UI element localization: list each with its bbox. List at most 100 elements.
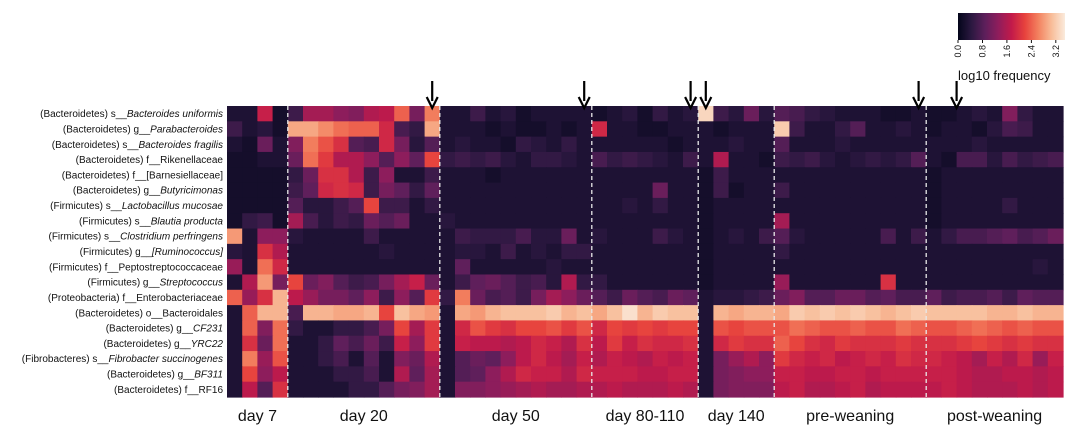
heatmap-cell bbox=[865, 167, 882, 184]
heatmap-cell bbox=[257, 366, 274, 383]
heatmap-cell bbox=[1002, 335, 1018, 352]
heatmap-cell bbox=[956, 381, 973, 398]
heatmap-cell bbox=[911, 259, 927, 276]
heatmap-cell bbox=[1017, 213, 1034, 230]
heatmap-cell bbox=[774, 182, 790, 199]
heatmap-cell bbox=[1047, 228, 1064, 245]
heatmap-cell bbox=[348, 320, 365, 337]
heatmap-cell bbox=[987, 136, 1003, 153]
heatmap-cell bbox=[485, 106, 502, 122]
heatmap-cell bbox=[333, 351, 350, 367]
heatmap-cell bbox=[622, 167, 638, 184]
heatmap-cell bbox=[348, 151, 365, 168]
heatmap-cell bbox=[515, 381, 532, 398]
heatmap-cell bbox=[652, 151, 669, 168]
heatmap-cell bbox=[363, 335, 380, 352]
heatmap-cell bbox=[850, 213, 866, 230]
heatmap-cell bbox=[911, 274, 927, 291]
heatmap-cell bbox=[652, 197, 669, 214]
heatmap-cell bbox=[546, 228, 562, 245]
heatmap-cell bbox=[683, 136, 699, 153]
heatmap-cell bbox=[363, 151, 380, 168]
heatmap-cell bbox=[895, 335, 912, 352]
heatmap-cell bbox=[1017, 289, 1034, 306]
heatmap-cell bbox=[759, 228, 775, 245]
heatmap-cell bbox=[804, 289, 821, 306]
heatmap-cell bbox=[394, 228, 410, 245]
heatmap-cell bbox=[835, 274, 851, 291]
heatmap-cell bbox=[348, 381, 365, 398]
heatmap-cell bbox=[576, 136, 593, 153]
heatmap-cell bbox=[439, 259, 456, 276]
heatmap-cell bbox=[318, 274, 334, 291]
heatmap-cell bbox=[227, 351, 243, 367]
heatmap-cell bbox=[409, 335, 426, 352]
heatmap-cell bbox=[835, 197, 851, 214]
heatmap-cell bbox=[819, 274, 836, 291]
colorbar-tick-label: 0.0 bbox=[953, 45, 963, 58]
heatmap-cell bbox=[500, 197, 517, 214]
heatmap-cell bbox=[987, 259, 1003, 276]
heatmap-cell bbox=[683, 197, 699, 214]
heatmap-cell bbox=[895, 136, 912, 153]
heatmap-cell bbox=[865, 305, 882, 322]
heatmap-cell bbox=[652, 121, 669, 138]
heatmap-cell bbox=[591, 366, 608, 383]
heatmap-cell bbox=[318, 320, 334, 337]
heatmap-cell bbox=[439, 243, 456, 260]
heatmap-cell bbox=[1017, 121, 1034, 138]
heatmap-cell bbox=[500, 351, 517, 367]
heatmap-cell bbox=[1047, 259, 1064, 276]
heatmap-cell bbox=[759, 289, 775, 306]
heatmap-cell bbox=[652, 381, 669, 398]
heatmap-cell bbox=[485, 259, 502, 276]
heatmap-cell bbox=[1032, 182, 1049, 199]
heatmap-cell bbox=[911, 305, 927, 322]
heatmap-cell bbox=[591, 335, 608, 352]
heatmap-cell bbox=[683, 182, 699, 199]
heatmap-cell bbox=[485, 381, 502, 398]
heatmap-cell bbox=[1002, 289, 1018, 306]
heatmap-cell bbox=[409, 182, 426, 199]
heatmap-cell bbox=[956, 274, 973, 291]
heatmap-cell bbox=[272, 136, 289, 153]
heatmap-cell bbox=[804, 259, 821, 276]
heatmap-cell bbox=[1047, 366, 1064, 383]
heatmap-cell bbox=[789, 151, 806, 168]
heatmap-cell bbox=[439, 213, 456, 230]
heatmap-cell bbox=[956, 305, 973, 322]
heatmap-cell bbox=[394, 320, 410, 337]
heatmap-cell bbox=[865, 335, 882, 352]
heatmap-cell bbox=[455, 182, 471, 199]
heatmap-cell bbox=[515, 197, 532, 214]
colorbar-tick-label: 0.8 bbox=[978, 45, 988, 58]
heatmap-cell bbox=[683, 259, 699, 276]
heatmap-cell bbox=[743, 243, 760, 260]
heatmap-cell bbox=[455, 366, 471, 383]
heatmap-cell bbox=[318, 121, 334, 138]
heatmap-cell bbox=[287, 197, 304, 214]
heatmap-cell bbox=[272, 289, 289, 306]
heatmap-cell bbox=[835, 106, 851, 122]
heatmap-cell bbox=[242, 366, 258, 383]
heatmap-cell bbox=[546, 167, 562, 184]
heatmap-cell bbox=[804, 228, 821, 245]
heatmap-cell bbox=[394, 305, 410, 322]
heatmap-cell bbox=[379, 351, 395, 367]
heatmap-cell bbox=[850, 121, 866, 138]
heatmap-cell bbox=[1047, 289, 1064, 306]
heatmap-cell bbox=[242, 335, 258, 352]
heatmap-cell bbox=[257, 136, 274, 153]
heatmap-cell bbox=[652, 305, 669, 322]
heatmap-cell bbox=[470, 213, 486, 230]
heatmap-cell bbox=[485, 136, 502, 153]
heatmap-cell bbox=[774, 136, 790, 153]
heatmap-cell bbox=[971, 351, 988, 367]
heatmap-cell bbox=[561, 320, 578, 337]
heatmap-cell bbox=[622, 320, 638, 337]
heatmap-cell bbox=[333, 289, 350, 306]
row-label: (Bacteroidetes) f__[Barnesiellaceae] bbox=[62, 170, 223, 181]
heatmap-cell bbox=[1047, 320, 1064, 337]
heatmap-cell bbox=[1047, 136, 1064, 153]
heatmap-cell bbox=[865, 274, 882, 291]
